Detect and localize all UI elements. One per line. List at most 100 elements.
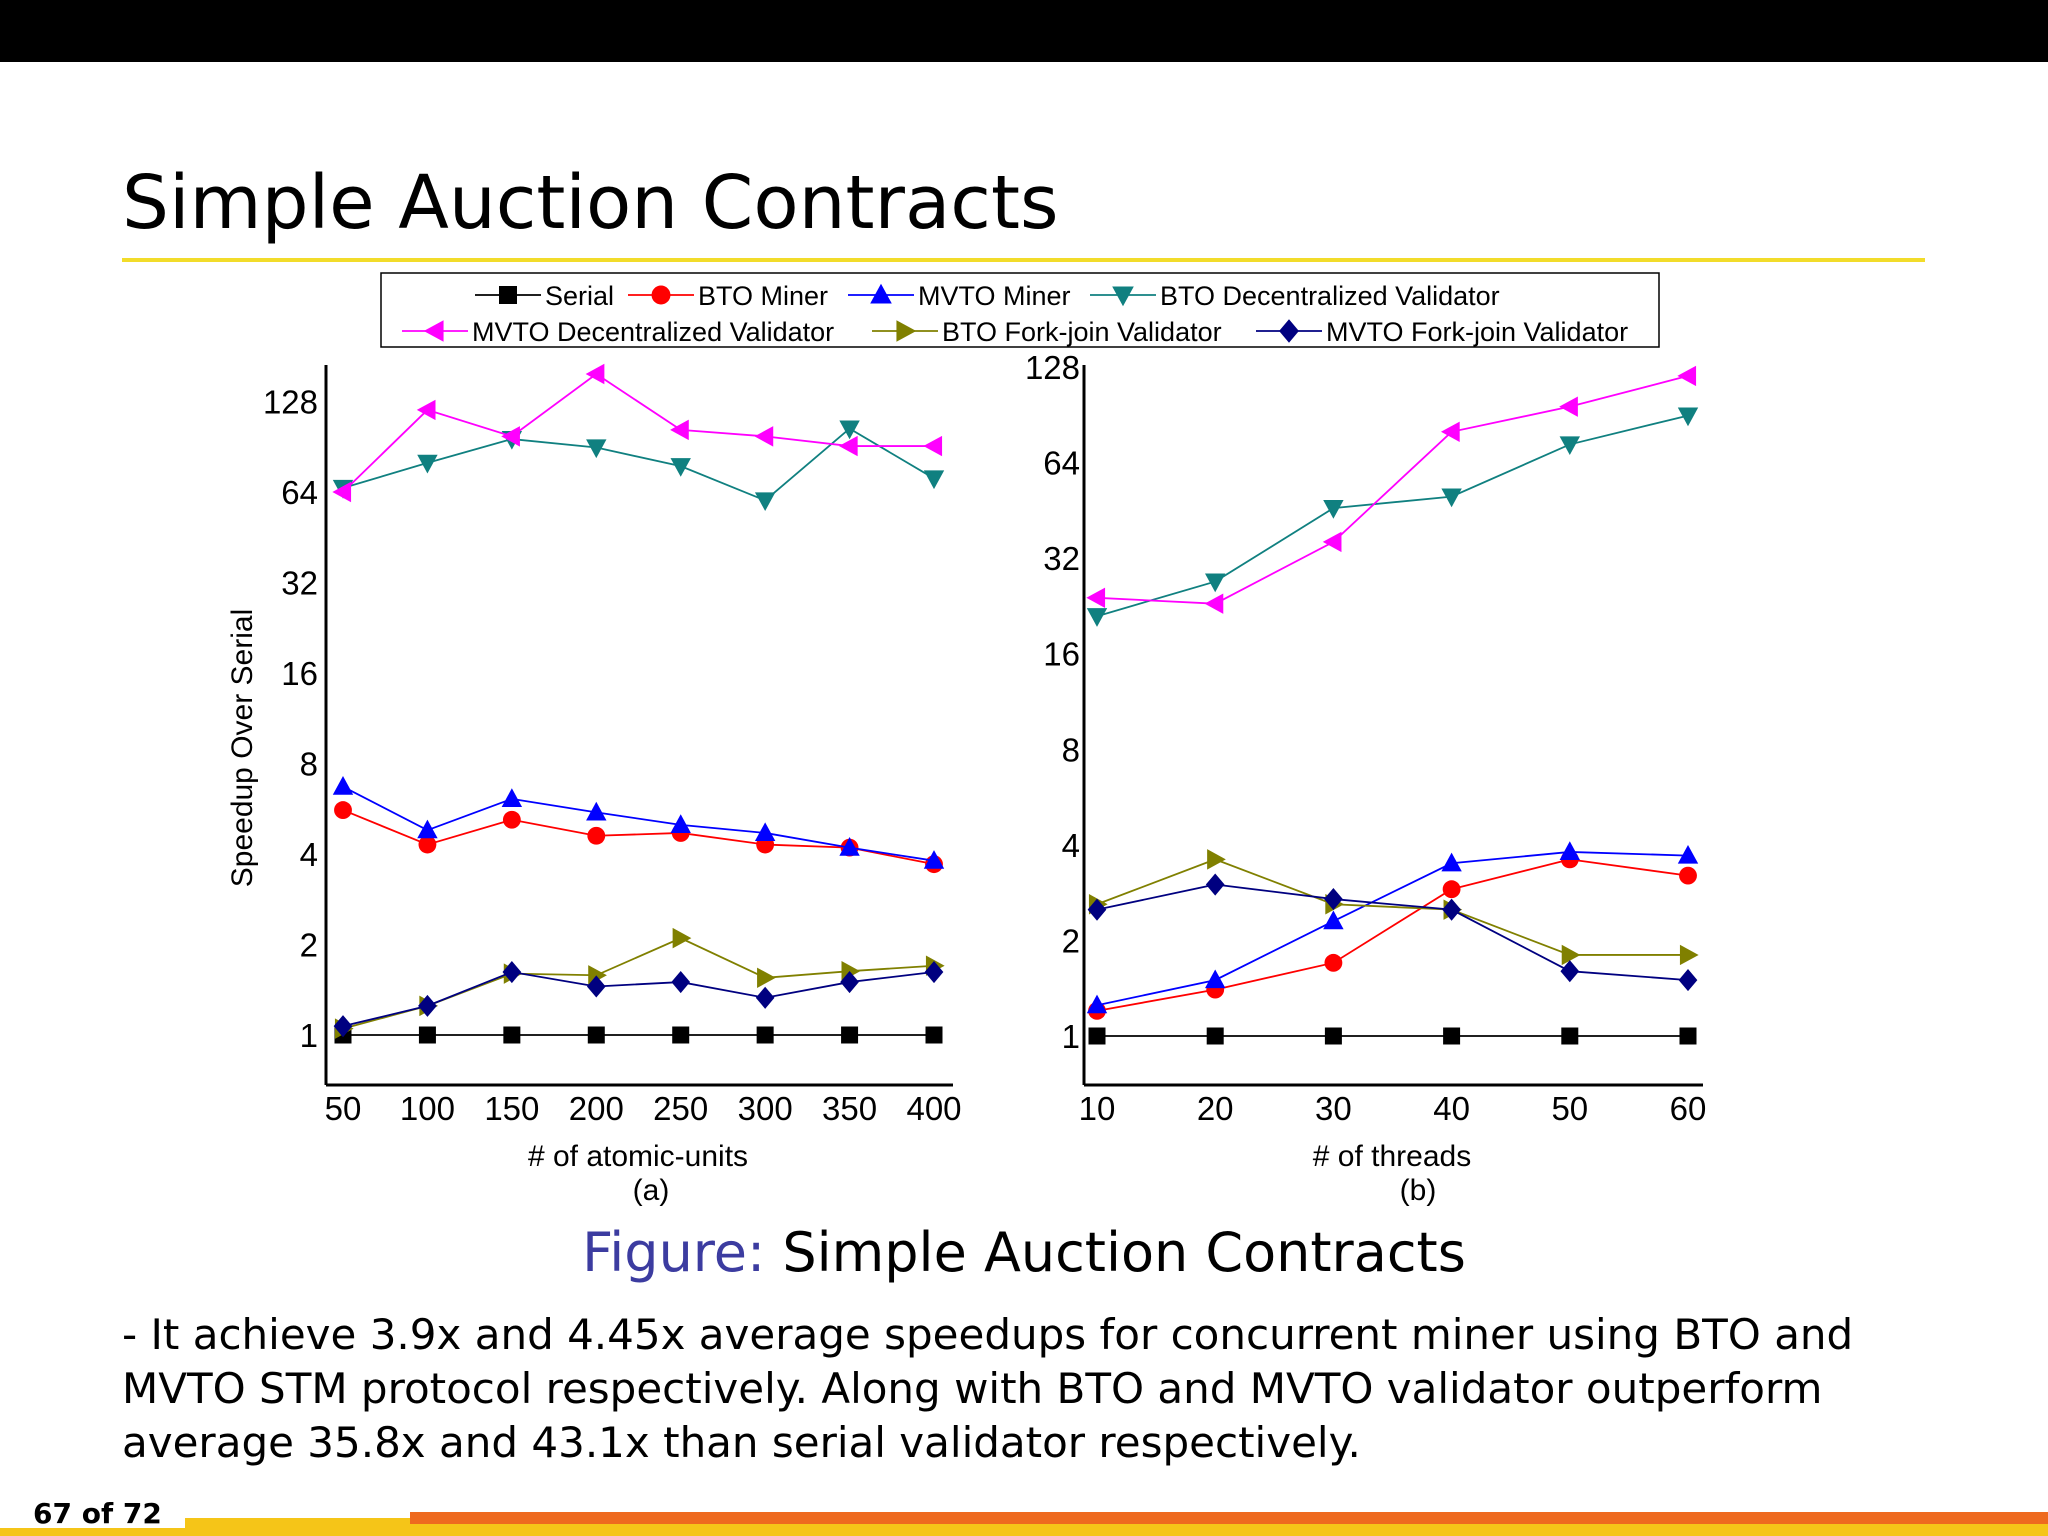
panel-b-point-bto-fork-join-validator (1207, 849, 1226, 870)
panel-a-point-serial (841, 1026, 859, 1044)
panel-b-point-mvto-miner (1559, 841, 1580, 861)
panel-b-x-axis-label: # of threads (1313, 1140, 1471, 1173)
panel-b-point-bto-miner (1679, 866, 1697, 885)
panel-b-point-mvto-fork-join-validator (1087, 898, 1107, 921)
panel-a-xtick-label: 150 (484, 1090, 539, 1127)
panel-b-point-mvto-miner (1677, 844, 1699, 864)
panel-a-point-mvto-decentralized-validator (585, 363, 605, 385)
panel-b-point-bto-decentralized-validator (1323, 500, 1344, 519)
panel-a-line-mvto-fork-join-validator (342, 971, 935, 1028)
panel-a-point-serial (756, 1026, 774, 1044)
panel-b-line-mvto-fork-join-validator (1096, 883, 1689, 981)
panel-b-xtick-label: 50 (1551, 1090, 1588, 1127)
panel-b-xtick-label: 20 (1197, 1090, 1234, 1127)
panel-b-ytick-label: 8 (1062, 731, 1080, 768)
panel-a-point-mvto-fork-join-validator (755, 986, 775, 1009)
panel-a-sublabel: (a) (633, 1174, 670, 1207)
footer-bar-orange (410, 1512, 2048, 1524)
legend-label-mvto-decentralized-validator: MVTO Decentralized Validator (472, 317, 834, 347)
legend-label-bto-decentralized-validator: BTO Decentralized Validator (1160, 281, 1500, 311)
panel-a-point-mvto-miner (501, 788, 523, 807)
panel-b-ytick-label: 16 (1043, 636, 1080, 673)
panel-b-point-serial (1088, 1027, 1106, 1045)
panel-a-ytick-label: 16 (281, 655, 318, 692)
panel-a-point-bto-decentralized-validator (839, 420, 860, 440)
legend-marker-mvto-miner (870, 283, 892, 304)
panel-b-point-mvto-fork-join-validator (1560, 960, 1580, 983)
panel-b-point-mvto-decentralized-validator (1204, 593, 1224, 614)
title-rule (122, 258, 1925, 262)
panel-a-point-bto-fork-join-validator (672, 927, 692, 949)
panel-a-xtick-label: 400 (906, 1090, 961, 1127)
panel-a-point-serial (503, 1026, 521, 1044)
panel-a-point-mvto-decentralized-validator (332, 481, 352, 503)
panel-a-point-bto-miner (418, 835, 437, 854)
panel-b-point-mvto-decentralized-validator (1440, 421, 1460, 443)
panel-b-line-bto-miner (1096, 858, 1689, 1012)
panel-b-xtick-label: 60 (1670, 1090, 1707, 1127)
panel-a-point-mvto-fork-join-validator (671, 971, 691, 994)
panel-a-point-mvto-decentralized-validator (416, 399, 436, 421)
panel-a-ytick-label: 8 (300, 746, 318, 783)
panel-a-point-serial (587, 1026, 605, 1044)
panel-b-ytick-label: 1 (1062, 1018, 1080, 1055)
panel-b-point-bto-fork-join-validator (1561, 944, 1581, 966)
panel-b-point-mvto-decentralized-validator (1086, 587, 1106, 609)
panel-b-point-mvto-miner (1441, 852, 1462, 872)
panel-b-point-bto-decentralized-validator (1441, 488, 1462, 508)
panel-a-x-axis-label: # of atomic-units (528, 1140, 748, 1173)
panel-b-point-mvto-fork-join-validator (1205, 873, 1225, 896)
panel-a-point-mvto-decentralized-validator (670, 419, 689, 441)
panel-a-point-mvto-miner (754, 822, 776, 842)
panel-a-xtick-label: 350 (822, 1090, 877, 1127)
panel-a-point-mvto-fork-join-validator (924, 960, 944, 984)
panel-b-point-mvto-miner (1086, 994, 1108, 1014)
panel-a-ytick-label: 128 (263, 384, 318, 421)
legend-marker-serial (499, 286, 517, 304)
panel-a-ytick-label: 1 (300, 1017, 318, 1054)
panel-a-point-mvto-miner (839, 837, 860, 856)
panel-b-point-serial (1324, 1027, 1342, 1045)
figure-caption: Figure: Simple Auction Contracts (0, 1218, 2048, 1288)
panel-b-point-mvto-decentralized-validator (1559, 396, 1578, 417)
panel-b-point-bto-decentralized-validator (1086, 608, 1108, 627)
panel-b-ytick-label: 4 (1062, 827, 1080, 864)
panel-b-ytick-label: 2 (1062, 922, 1080, 959)
panel-a-point-mvto-decentralized-validator (838, 435, 858, 457)
panel-b-point-bto-fork-join-validator (1679, 944, 1699, 966)
legend-label-serial: Serial (545, 281, 614, 311)
panel-a-ytick-label: 2 (300, 927, 318, 964)
panel-a-line-mvto-miner (342, 785, 935, 862)
panel-b-point-mvto-fork-join-validator (1678, 969, 1698, 992)
legend-marker-bto-decentralized-validator (1112, 286, 1134, 307)
panel-b-point-bto-miner (1324, 953, 1343, 972)
panel-a-point-bto-fork-join-validator (757, 967, 776, 988)
top-bar (0, 0, 2048, 62)
panel-a-ytick-label: 4 (300, 836, 318, 873)
legend-label-mvto-miner: MVTO Miner (918, 281, 1071, 311)
panel-a-point-bto-miner (334, 801, 352, 819)
slide-title: Simple Auction Contracts (122, 160, 1059, 246)
panel-b-point-mvto-fork-join-validator (1324, 888, 1343, 911)
legend-label-bto-miner: BTO Miner (698, 281, 828, 311)
panel-a-point-serial (925, 1026, 943, 1044)
legend-marker-mvto-fork-join-validator (1279, 319, 1299, 343)
panel-a-point-mvto-fork-join-validator (333, 1015, 353, 1038)
body-text: - It achieve 3.9x and 4.45x average spee… (122, 1310, 1854, 1467)
panel-b-point-serial (1206, 1027, 1224, 1045)
panel-a-xtick-label: 50 (325, 1090, 362, 1127)
panel-a-point-mvto-miner (670, 814, 691, 833)
panel-b-line-mvto-miner (1096, 851, 1689, 1007)
legend-marker-bto-miner (651, 285, 671, 305)
panel-a-ytick-label: 64 (281, 474, 318, 511)
panel-a-point-mvto-miner (332, 776, 354, 795)
panel-a-point-mvto-decentralized-validator (754, 426, 774, 447)
panel-a-point-mvto-miner (923, 850, 945, 869)
panel-a-point-mvto-fork-join-validator (418, 994, 437, 1017)
panel-a-point-bto-miner (587, 826, 606, 845)
panel-a-y-axis-label: Speedup Over Serial (226, 609, 259, 888)
legend-box (380, 272, 1660, 348)
panel-b-point-mvto-fork-join-validator (1442, 898, 1461, 921)
panel-a-point-mvto-decentralized-validator (501, 426, 520, 447)
